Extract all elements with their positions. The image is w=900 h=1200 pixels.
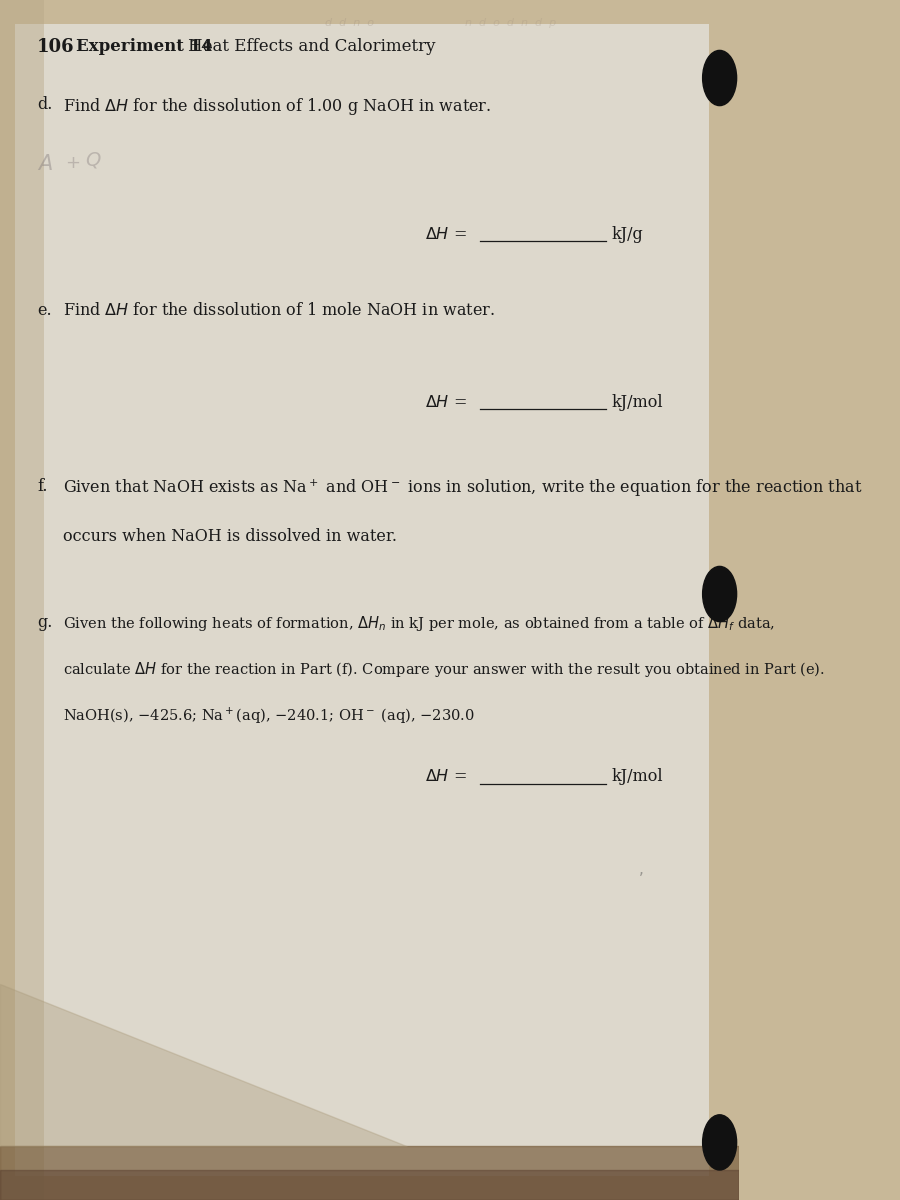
Text: Heat Effects and Calorimetry: Heat Effects and Calorimetry <box>188 38 436 55</box>
Text: +: + <box>65 154 80 172</box>
Text: 106: 106 <box>37 38 75 56</box>
Text: $\Delta H$ =: $\Delta H$ = <box>425 394 466 410</box>
Text: Given the following heats of formation, $\Delta H_n$ in kJ per mole, as obtained: Given the following heats of formation, … <box>63 614 775 634</box>
Circle shape <box>703 566 736 622</box>
Text: ,: , <box>639 862 644 876</box>
Text: kJ/mol: kJ/mol <box>612 768 663 785</box>
Text: d  d  n  o: d d n o <box>325 18 374 28</box>
Text: calculate $\Delta H$ for the reaction in Part (f). Compare your answer with the : calculate $\Delta H$ for the reaction in… <box>63 660 824 679</box>
Text: Experiment 14: Experiment 14 <box>76 38 212 55</box>
Text: f.: f. <box>37 478 48 494</box>
Text: d.: d. <box>37 96 52 113</box>
Circle shape <box>703 50 736 106</box>
Text: $\Delta H$ =: $\Delta H$ = <box>425 768 466 785</box>
Text: NaOH(s), $-$425.6; Na$^+$(aq), $-$240.1; OH$^-$ (aq), $-$230.0: NaOH(s), $-$425.6; Na$^+$(aq), $-$240.1;… <box>63 706 474 726</box>
Text: g.: g. <box>37 614 52 631</box>
Text: Find $\Delta H$ for the dissolution of 1 mole NaOH in water.: Find $\Delta H$ for the dissolution of 1… <box>63 302 495 319</box>
FancyBboxPatch shape <box>14 24 709 1176</box>
Circle shape <box>703 1115 736 1170</box>
Text: e.: e. <box>37 302 51 319</box>
Text: Find $\Delta H$ for the dissolution of 1.00 g NaOH in water.: Find $\Delta H$ for the dissolution of 1… <box>63 96 491 116</box>
Text: A: A <box>39 154 53 174</box>
FancyBboxPatch shape <box>0 0 44 1200</box>
Text: Q: Q <box>85 150 100 169</box>
Text: $\Delta H$ =: $\Delta H$ = <box>425 226 466 242</box>
Text: n  d  o  d  n  d  p: n d o d n d p <box>465 18 557 28</box>
Text: kJ/g: kJ/g <box>612 226 643 242</box>
Text: occurs when NaOH is dissolved in water.: occurs when NaOH is dissolved in water. <box>63 528 397 545</box>
Text: Given that NaOH exists as Na$^+$ and OH$^-$ ions in solution, write the equation: Given that NaOH exists as Na$^+$ and OH$… <box>63 478 862 499</box>
Bar <box>0 1170 739 1200</box>
Text: kJ/mol: kJ/mol <box>612 394 663 410</box>
Bar <box>0 1146 739 1200</box>
